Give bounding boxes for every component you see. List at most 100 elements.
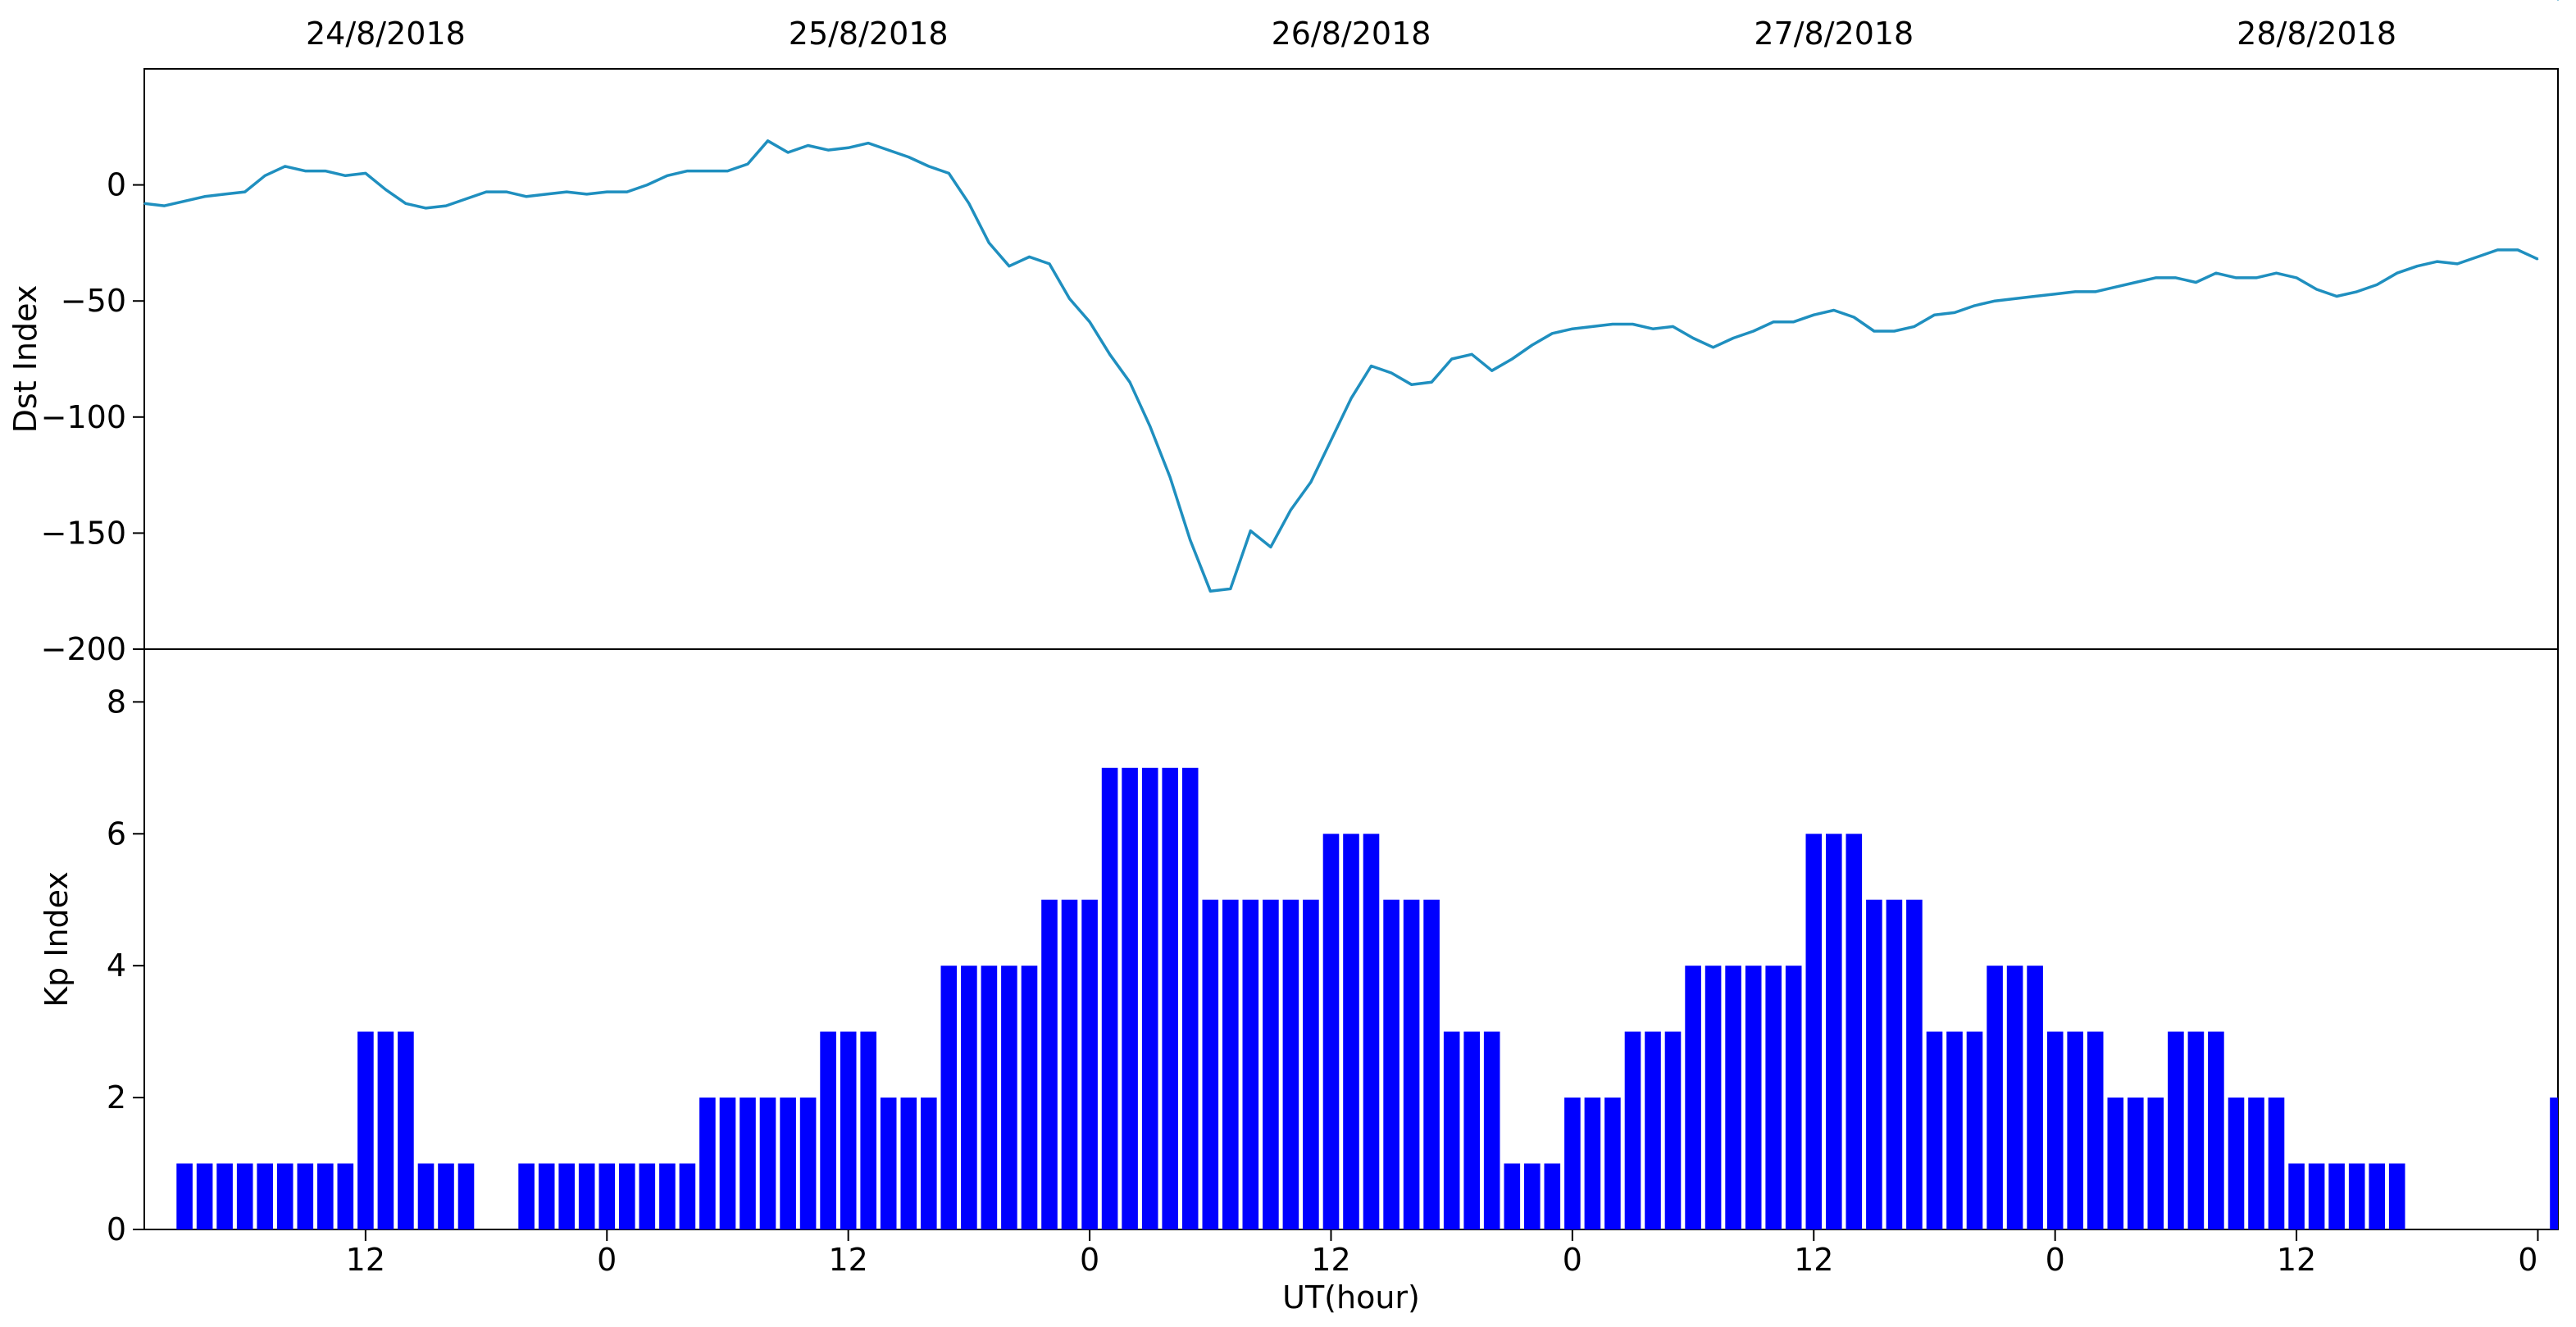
kp-bar [2308,1163,2325,1229]
kp-bar [619,1163,635,1229]
dst-point [1431,381,1432,384]
dst-point [807,144,809,147]
dst-point [1712,347,1714,348]
kp-bar [1584,1098,1601,1229]
kp-bar [398,1031,414,1229]
dst-point [2195,281,2197,284]
dst-point [1572,328,1573,330]
kp-bar [699,1098,716,1229]
kp-bar [1081,899,1098,1229]
kp-bar [1122,767,1138,1229]
kp-bar [1564,1098,1581,1229]
kp-x-tick-label: 12 [346,1242,385,1278]
dst-point [1249,529,1252,532]
kp-bar [1664,1031,1682,1229]
kp-bar [780,1098,796,1229]
kp-bar [1826,834,1842,1229]
dst-point [1310,481,1312,483]
dst-point [1954,311,1955,314]
kp-bar [2147,1098,2164,1229]
kp-bar [981,966,998,1229]
kp-bar [317,1163,334,1229]
dst-point [847,147,849,149]
kp-x-tick-label: 12 [2277,1242,2316,1278]
dst-point [2014,298,2016,300]
dst-point [2175,277,2177,279]
kp-bar [1222,899,1239,1229]
dst-date-labels: 24/8/2018 25/8/2018 26/8/2018 27/8/2018 28/8… [306,16,2396,52]
dst-point [1672,325,1674,328]
kp-y-tick-label: 0 [107,1211,126,1247]
dst-point [1813,314,1815,316]
kp-bar [216,1163,233,1229]
kp-bar [257,1163,273,1229]
kp-bar [598,1163,616,1229]
kp-bar [740,1098,756,1229]
date-label: 24/8/2018 [306,16,466,52]
dst-point [566,191,567,193]
kp-bar [1263,899,1279,1229]
dst-point [2336,295,2337,298]
kp-bars [176,767,2558,1229]
dst-point [1692,337,1694,339]
dst-point [1049,263,1050,265]
kp-y-axis: 0 2 4 6 8 [107,684,144,1247]
dst-point [1773,320,1774,323]
dst-point [1732,337,1734,339]
kp-bar [900,1098,917,1229]
dst-point [1853,316,1855,318]
dst-point [2416,265,2419,267]
date-label: 27/8/2018 [1754,16,1914,52]
kp-y-tick-label: 2 [107,1079,126,1116]
kp-bar [921,1098,937,1229]
kp-bar [940,966,958,1229]
kp-bar [860,1031,876,1229]
dst-point [1491,370,1493,372]
dst-point [1632,323,1634,325]
dst-point [2135,281,2137,284]
dst-point [2517,249,2519,251]
dst-point [968,202,970,205]
dst-point [2054,293,2056,295]
dst-point [163,205,166,207]
dst-point [1511,358,1513,360]
dst-point [787,152,789,153]
dst-point [2215,272,2217,275]
kp-bar [1202,899,1219,1229]
kp-bar [820,1031,836,1229]
kp-bar [1765,966,1782,1229]
dst-point [585,193,588,195]
kp-bar [1041,899,1058,1229]
kp-bar [236,1163,253,1229]
dst-point [1893,330,1896,332]
dst-y-tick-label: −100 [41,399,126,435]
kp-bar [417,1163,435,1229]
kp-bar [679,1163,696,1229]
kp-bar [2248,1098,2264,1229]
kp-bar [1343,834,1359,1229]
dst-point [908,156,910,158]
dst-plot-frame [143,68,2559,650]
dst-point [2296,277,2297,279]
kp-bar [1504,1163,1521,1229]
kp-bar [1866,899,1882,1229]
date-label: 28/8/2018 [2237,16,2396,52]
dst-point [243,191,246,193]
dst-y-tick-label: −50 [61,283,126,319]
kp-bar [2087,1031,2104,1229]
dst-series-line [143,139,2539,593]
dst-point [2034,295,2036,298]
kp-x-tick-label: 0 [1563,1242,1582,1278]
kp-bar [1704,966,1722,1229]
dst-point [1873,330,1875,332]
kp-bar [2228,1098,2245,1229]
dst-point [1450,358,1453,360]
dst-point [988,242,990,244]
kp-bar [2067,1031,2083,1229]
dst-point [887,149,890,151]
dst-point [1410,384,1413,386]
dst-point [1652,328,1654,330]
dst-point [365,172,366,175]
kp-bar [659,1163,676,1229]
kp-x-tick-label: 12 [1311,1242,1350,1278]
